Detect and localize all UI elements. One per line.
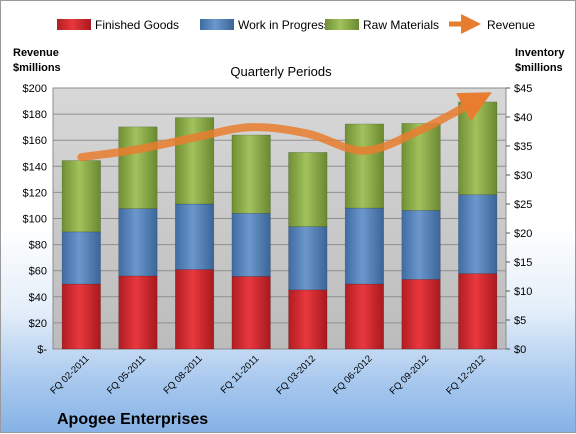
bar-finished-goods (119, 276, 158, 349)
right-tick-label: $20 (514, 228, 532, 240)
left-axis-ticks: $- $20 $40 $60 $80 $100 $120 $140 $160 $180 $200 (23, 83, 48, 356)
bar-work-in-progress (289, 227, 328, 290)
left-tick-label: $40 (29, 292, 47, 304)
right-tick-label: $5 (514, 315, 526, 327)
legend-item-work-in-progress: Work in Progress (200, 18, 330, 32)
bar-work-in-progress (232, 213, 271, 276)
bar-work-in-progress (175, 204, 214, 270)
legend-label-revenue: Revenue (487, 18, 535, 32)
left-axis-title-line2: $millions (13, 62, 61, 74)
company-name: Apogee Enterprises (57, 411, 208, 428)
x-tick-label: FQ 03-2012 (274, 353, 318, 397)
x-tick-label: FQ 02-2011 (48, 353, 91, 396)
chart-subtitle: Quarterly Periods (230, 64, 332, 79)
bar-finished-goods (458, 274, 497, 349)
bar-raw-materials (458, 102, 497, 195)
left-tick-label: $100 (23, 214, 47, 226)
right-tick-label: $30 (514, 170, 532, 182)
bar-work-in-progress (402, 210, 441, 279)
right-axis-title-line1: Inventory (515, 47, 565, 59)
x-tick-label: FQ 09-2012 (388, 353, 432, 397)
left-axis-title-line1: Revenue (13, 47, 59, 59)
bar-finished-goods (402, 279, 441, 349)
legend-swatch-raw-materials (325, 19, 359, 30)
legend-item-raw-materials: Raw Materials (325, 18, 439, 32)
x-tick-label: FQ 06-2012 (331, 353, 375, 397)
x-tick-label: FQ 08-2011 (162, 353, 205, 396)
x-tick-label: FQ 05-2011 (105, 353, 148, 396)
legend-swatch-work-in-progress (200, 19, 234, 30)
left-tick-label: $180 (23, 109, 47, 121)
left-tick-label: $200 (23, 83, 47, 95)
left-tick-label: $160 (23, 135, 47, 147)
bar-finished-goods (175, 270, 214, 349)
right-tick-label: $0 (514, 344, 526, 356)
bar-raw-materials (345, 124, 384, 208)
right-axis-ticks: $0 $5 $10 $15 $20 $25 $30 $35 $40 $45 (506, 83, 532, 356)
bar-raw-materials (289, 152, 328, 226)
x-axis-ticks: FQ 02-2011 FQ 05-2011 FQ 08-2011 FQ 11-2011… (48, 353, 488, 397)
bar-work-in-progress (62, 232, 101, 284)
right-axis-title-line2: $millions (515, 62, 563, 74)
right-tick-label: $25 (514, 199, 532, 211)
right-tick-label: $10 (514, 286, 532, 298)
left-tick-label: $140 (23, 161, 47, 173)
legend-label-work-in-progress: Work in Progress (238, 18, 330, 32)
right-tick-label: $40 (514, 112, 532, 124)
legend-item-revenue: Revenue (449, 18, 535, 32)
bar-work-in-progress (458, 195, 497, 274)
bar-finished-goods (232, 277, 271, 350)
bar-work-in-progress (119, 209, 158, 276)
left-tick-label: $120 (23, 187, 47, 199)
bar-finished-goods (289, 290, 328, 349)
right-tick-label: $45 (514, 83, 532, 95)
right-tick-label: $35 (514, 141, 532, 153)
legend-label-finished-goods: Finished Goods (95, 18, 179, 32)
bar-raw-materials (119, 127, 158, 209)
right-tick-label: $15 (514, 257, 532, 269)
left-tick-label: $80 (29, 240, 47, 252)
legend: Finished Goods Work in Progress Raw Mate… (57, 18, 535, 32)
left-tick-label: $20 (29, 318, 47, 330)
x-tick-label: FQ 11-2011 (219, 353, 262, 396)
bar-finished-goods (345, 284, 384, 349)
x-tick-label: FQ 12-2012 (444, 353, 488, 397)
bar-raw-materials (232, 135, 271, 213)
bar-finished-goods (62, 284, 101, 349)
left-tick-label: $60 (29, 266, 47, 278)
legend-label-raw-materials: Raw Materials (363, 18, 439, 32)
bar-work-in-progress (345, 208, 384, 284)
left-tick-label: $- (37, 344, 47, 356)
legend-swatch-finished-goods (57, 19, 91, 30)
legend-item-finished-goods: Finished Goods (57, 18, 179, 32)
bar-raw-materials (62, 161, 101, 232)
